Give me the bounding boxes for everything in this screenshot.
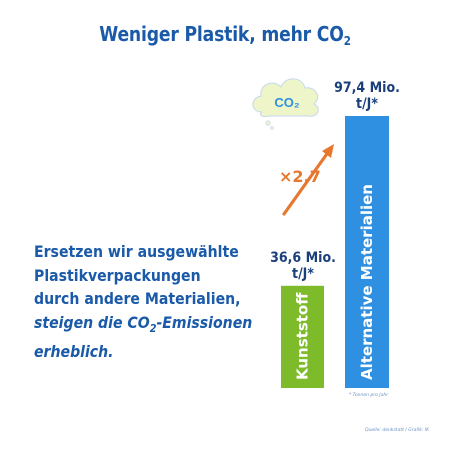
chart-title: Weniger Plastik, mehr CO2: [32, 22, 419, 48]
increase-arrow-icon: [282, 144, 334, 216]
description-line-2: Plastikverpackungen: [34, 265, 201, 285]
factor-label: ×2,7: [279, 167, 321, 186]
description-line-3: durch andere Materialien,: [34, 289, 241, 308]
value-label-alternative-materialien: 97,4 Mio. t/J*: [331, 80, 403, 112]
description-line-4-sub: 2: [149, 321, 157, 335]
value-label-kunststoff-line-1: 36,6 Mio.: [269, 249, 336, 266]
description-line-4: steigen die CO2-Emissionen: [34, 311, 252, 341]
bar-kunststoff: [281, 285, 324, 388]
cloud-bubble: [265, 120, 271, 126]
description-line-4-b: -Emissionen: [156, 312, 253, 332]
description-text: Ersetzen wir ausgewählte Plastikverpacku…: [34, 240, 252, 364]
footnote: * Tonnen pro Jahr: [349, 393, 389, 398]
bar-alternative-materialien: [345, 116, 389, 388]
value-label-alternative-line-1: 97,4 Mio.: [334, 80, 400, 96]
co2-cloud-icon: CO₂: [252, 78, 319, 130]
value-label-kunststoff: 36,6 Mio. t/J*: [267, 250, 339, 282]
value-label-alternative-line-2: t/J*: [356, 96, 378, 112]
cloud-bubble-small: [270, 126, 274, 130]
category-label-kunststoff: Kunststoff: [294, 292, 312, 380]
chart-title-subscript: 2: [343, 34, 351, 48]
category-label-alternative-materialien: Alternative Materialien: [358, 184, 376, 380]
value-label-kunststoff-line-2: t/J*: [291, 265, 314, 282]
description-line-4-a: steigen die CO: [34, 312, 150, 332]
description-line-5: erheblich.: [34, 342, 114, 362]
chart-title-text: Weniger Plastik, mehr CO: [99, 22, 344, 46]
source-credit: Quelle: denkstatt / Grafik: IK: [365, 428, 430, 433]
co2-cloud-label: CO₂: [274, 95, 300, 110]
description-line-1: Ersetzen wir ausgewählte: [34, 242, 239, 261]
